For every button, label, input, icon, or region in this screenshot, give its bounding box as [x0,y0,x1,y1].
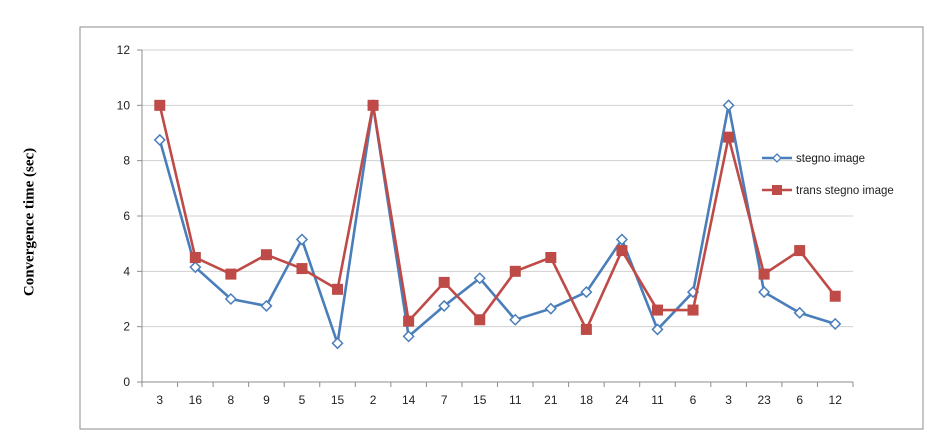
data-point [474,314,486,326]
data-point [260,249,272,261]
data-point [154,99,166,111]
x-tick-label: 21 [544,393,558,407]
x-tick-label: 6 [690,393,697,407]
data-point [722,99,735,112]
data-point [295,233,309,246]
x-tick-labels: 3 16 8 9 5 15 2 14 7 15 11 21 18 24 11 6 3 23 6 12 [156,393,842,407]
y-tick-label: 0 [123,375,130,389]
y-tick-label: 12 [117,43,131,57]
legend-marker [772,153,782,163]
x-tick-label: 15 [473,393,487,407]
y-tick-label: 4 [123,264,130,278]
data-point [189,252,201,263]
data-point [438,299,451,312]
y-tick-label: 6 [123,209,130,223]
data-point [296,263,308,275]
legend-marker [772,185,782,195]
data-point [545,252,557,263]
axes [137,49,854,387]
data-point [438,276,450,288]
x-tick-label: 18 [580,393,594,407]
data-point [189,261,202,274]
data-point [687,304,699,316]
data-point [580,323,592,335]
x-tick-label: 14 [402,393,416,407]
legend: stegno image trans stegno image [762,153,894,197]
x-tick-label: 2 [370,393,377,407]
x-tick-label: 23 [757,393,771,407]
data-point [651,323,664,336]
x-tick-label: 5 [299,393,306,407]
x-tick-label: 6 [796,393,803,407]
y-tick-labels: 0 2 4 6 8 10 12 [117,43,131,389]
y-axis-label: Convergence time (sec) [21,147,38,297]
y-tick-label: 2 [123,320,130,334]
data-point [723,131,735,143]
data-point [544,302,557,315]
legend-label: stegno image [796,153,865,165]
data-point [758,286,771,299]
data-point [758,268,770,280]
chart-area-border [79,26,924,430]
y-tick-label: 8 [123,154,130,168]
data-point [332,283,344,295]
x-tick-label: 8 [228,393,235,407]
x-tick-label: 11 [651,393,664,407]
data-point [580,286,593,299]
x-tick-label: 15 [331,393,345,407]
y-tick-label: 10 [117,98,131,112]
legend-entry: stegno image [762,153,865,165]
data-point [509,313,522,326]
x-tick-label: 3 [156,393,163,407]
data-point [473,272,486,285]
x-tick-label: 24 [615,393,629,407]
x-tick-label: 16 [189,393,203,407]
data-point [153,133,166,146]
legend-entry: trans stegno image [762,185,894,197]
data-point [403,315,415,327]
data-point [225,268,237,280]
data-point [651,304,663,316]
data-point [224,292,237,306]
data-point [616,245,628,257]
data-point [829,290,841,302]
x-tick-label: 11 [509,393,522,407]
series-line [158,104,836,345]
data-point [793,306,806,319]
x-tick-label: 3 [725,393,732,407]
data-point [615,233,628,246]
series-line [158,104,837,331]
data-point [260,299,273,312]
legend-label: trans stegno image [796,185,894,197]
series-2 [154,99,841,335]
x-tick-label: 7 [441,393,448,407]
data-point [367,99,379,111]
data-point [402,330,415,343]
gridlines [142,49,853,328]
series-1 [153,99,842,350]
data-point [829,317,842,330]
x-tick-label: 12 [829,393,843,407]
data-point [331,337,344,350]
series [153,99,842,350]
data-point [509,265,521,277]
x-tick-label: 9 [263,393,270,407]
data-point [794,245,806,257]
